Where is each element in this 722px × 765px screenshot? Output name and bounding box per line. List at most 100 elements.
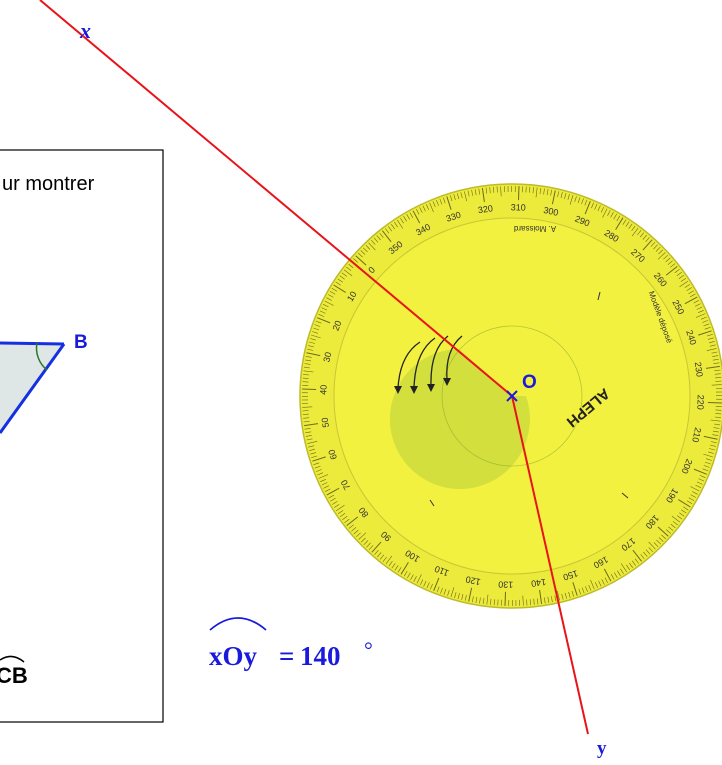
protractor-tick: [419, 207, 423, 213]
protractor-tick: [342, 515, 348, 520]
protractor-tick: [353, 258, 358, 263]
arrow-1: [397, 341, 421, 389]
protractor-tick: [637, 230, 642, 236]
protractor-tick: [400, 217, 404, 224]
protractor-tick: [304, 363, 311, 365]
protractor-tick: [683, 506, 689, 511]
protractor-tick: [533, 598, 535, 605]
protractor-tick: [412, 210, 421, 224]
angle-value: 140: [300, 641, 341, 671]
protractor-tick: [640, 554, 645, 560]
protractor-tick: [432, 201, 436, 208]
protractor-tick: [346, 266, 352, 271]
protractor-tick: [314, 465, 321, 469]
protractor-tick: [709, 344, 716, 347]
angle-unit: °: [364, 637, 373, 662]
protractor-tick: [385, 228, 390, 234]
protractor-tick: [678, 274, 684, 279]
protractor-tick: [436, 586, 440, 593]
protractor-tick: [645, 549, 651, 555]
protractor-tick: [672, 521, 678, 526]
protractor-tick: [625, 221, 630, 227]
protractor-tick: [620, 563, 627, 573]
protractor-tick: [313, 327, 320, 331]
protractor-tick: [626, 564, 630, 571]
protractor-tick: [554, 595, 557, 602]
protractor-tick: [321, 482, 328, 486]
protractor-tick: [479, 597, 481, 604]
protractor-tick: [557, 590, 560, 601]
protractor-tick: [603, 568, 612, 582]
protractor-tick: [493, 186, 495, 193]
protractor-tick: [709, 448, 715, 451]
protractor-tick: [543, 188, 545, 195]
inset-panel-frame: [0, 149, 164, 723]
protractor-tick: [423, 580, 427, 587]
protractor-tick: [715, 413, 722, 415]
protractor-tick: [632, 549, 642, 562]
protractor-tick: [622, 219, 627, 225]
protractor-tick: [337, 510, 344, 514]
protractor-tick: [310, 452, 317, 455]
protractor-tick: [547, 596, 550, 603]
protractor-tick: [309, 341, 315, 344]
protractor-tick: [557, 191, 560, 198]
protractor-tick: [368, 545, 374, 551]
protractor-tick: [703, 465, 710, 468]
protractor-tick: [426, 204, 429, 210]
protractor-tick: [712, 355, 719, 357]
protractor-tick: [702, 320, 709, 323]
protractor-tick: [348, 524, 354, 529]
protractor-tick: [684, 284, 691, 288]
protractor-number: 50: [320, 417, 331, 428]
arrow-2: [413, 337, 436, 389]
protractor-tick: [326, 487, 340, 496]
inset-angle-hat: [0, 655, 25, 663]
protractor-tick: [339, 275, 345, 280]
protractor-tick: [710, 441, 717, 444]
protractor-tick: [663, 254, 669, 260]
protractor-tick: [326, 297, 332, 301]
protractor-tick: [362, 247, 368, 253]
protractor-tick: [440, 587, 443, 594]
protractor-tick: [416, 574, 422, 584]
protractor-tick: [707, 402, 722, 404]
protractor-tick: [703, 435, 718, 440]
protractor-tick: [485, 187, 488, 194]
protractor-tick: [601, 579, 605, 585]
angle-hat: [209, 617, 267, 631]
protractor-tick: [467, 190, 470, 197]
protractor-tick: [693, 468, 707, 475]
protractor-number: 20: [331, 319, 344, 332]
protractor-tick: [482, 598, 485, 605]
protractor-tick: [704, 461, 711, 465]
protractor-tick: [707, 337, 714, 340]
protractor-tick: [337, 278, 343, 283]
inset-panel-text: ur montrer: [2, 173, 95, 195]
protractor-tick: [355, 255, 367, 266]
protractor-tick: [340, 513, 346, 518]
protractor-tick: [446, 196, 452, 210]
protractor-tick: [413, 576, 417, 582]
protractor-tick: [711, 384, 722, 386]
protractor-ticks: [301, 185, 722, 607]
protractor-tick: [650, 241, 656, 247]
inset-side-top: [0, 341, 65, 346]
protractor-tick: [610, 212, 614, 218]
arrow-4: [446, 335, 463, 381]
protractor-tick: [708, 341, 715, 344]
protractor-number: 10: [345, 289, 359, 303]
protractor-tick: [532, 187, 534, 194]
protractor-tick: [692, 491, 698, 495]
protractor-tick: [544, 597, 546, 604]
protractor-tick: [680, 278, 687, 282]
protractor-tick: [702, 468, 709, 472]
protractor-tick: [670, 523, 676, 529]
protractor-number: 240: [684, 329, 698, 346]
protractor-tick: [617, 570, 621, 576]
protractor-tick: [312, 456, 326, 462]
protractor-tick: [385, 555, 393, 565]
protractor-tick: [713, 362, 720, 364]
protractor-tick: [443, 588, 447, 595]
protractor-tick: [324, 488, 331, 492]
